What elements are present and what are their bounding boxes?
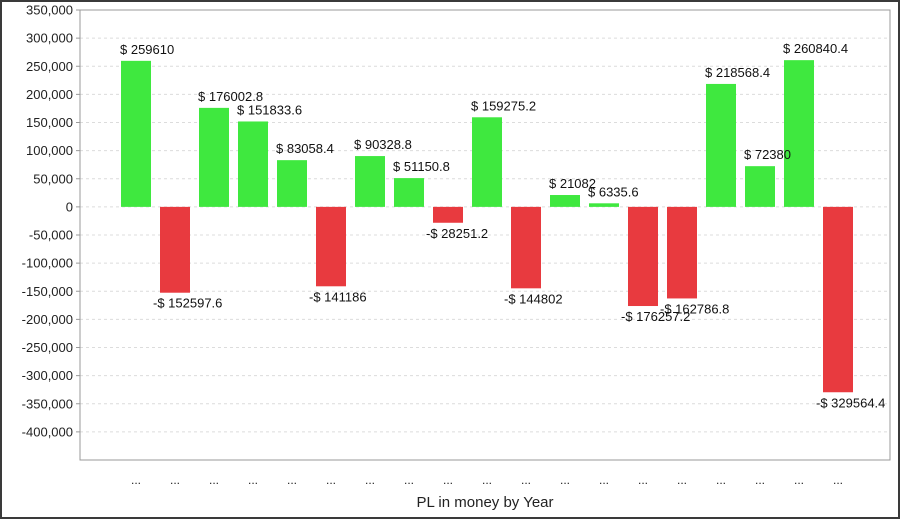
y-tick-label: 150,000 <box>26 115 73 130</box>
bar[interactable] <box>589 203 619 207</box>
x-category-label: ... <box>794 473 804 487</box>
data-label: $ 159275.2 <box>471 98 536 113</box>
bar[interactable] <box>355 156 385 207</box>
y-tick-label: -250,000 <box>22 340 73 355</box>
data-label: $ 51150.8 <box>393 159 450 174</box>
bar[interactable] <box>745 166 775 207</box>
y-tick-label: 200,000 <box>26 87 73 102</box>
bar[interactable] <box>160 206 190 293</box>
data-label: $ 259610 <box>120 42 174 57</box>
bar[interactable] <box>823 206 853 393</box>
x-category-label: ... <box>326 473 336 487</box>
bar[interactable] <box>394 178 424 207</box>
bar[interactable] <box>784 60 814 207</box>
x-category-label: ... <box>755 473 765 487</box>
data-label: -$ 176257.2 <box>621 309 690 324</box>
x-category-label: ... <box>716 473 726 487</box>
bar[interactable] <box>706 83 736 207</box>
y-tick-label: 50,000 <box>33 171 73 186</box>
y-tick-label: 250,000 <box>26 59 73 74</box>
x-axis-categories: ........................................… <box>131 473 843 487</box>
bar[interactable] <box>238 121 268 207</box>
data-label: -$ 144802 <box>504 291 563 306</box>
x-category-label: ... <box>677 473 687 487</box>
x-category-label: ... <box>131 473 141 487</box>
y-tick-label: -100,000 <box>22 256 73 271</box>
data-label: -$ 28251.2 <box>426 226 488 241</box>
x-axis-title: PL in money by Year <box>416 494 553 511</box>
bar[interactable] <box>550 195 580 207</box>
x-category-label: ... <box>833 473 843 487</box>
x-category-label: ... <box>482 473 492 487</box>
x-category-label: ... <box>599 473 609 487</box>
x-category-label: ... <box>170 473 180 487</box>
x-category-label: ... <box>521 473 531 487</box>
x-category-label: ... <box>248 473 258 487</box>
data-label: -$ 152597.6 <box>153 296 222 311</box>
bar[interactable] <box>121 60 151 207</box>
y-axis-ticks: 350,000 300,000 250,000 200,000 150,000 100,0… <box>22 3 80 439</box>
data-label: $ 90328.8 <box>354 137 412 152</box>
y-tick-label: 100,000 <box>26 143 73 158</box>
y-tick-label: -350,000 <box>22 396 73 411</box>
bars <box>121 60 853 393</box>
data-label: $ 21082 <box>549 176 596 191</box>
data-label: -$ 162786.8 <box>660 301 729 316</box>
y-tick-label: 300,000 <box>26 31 73 46</box>
data-label: $ 260840.4 <box>783 41 848 56</box>
bar[interactable] <box>316 206 346 287</box>
x-category-label: ... <box>287 473 297 487</box>
x-category-label: ... <box>638 473 648 487</box>
bar[interactable] <box>433 206 463 223</box>
data-label: -$ 329564.4 <box>816 395 885 410</box>
data-label: $ 6335.6 <box>588 184 639 199</box>
y-tick-label: 350,000 <box>26 3 73 18</box>
y-tick-label: -400,000 <box>22 424 73 439</box>
y-tick-label: -50,000 <box>29 228 73 243</box>
y-tick-label: 0 <box>66 199 73 214</box>
bar[interactable] <box>472 117 502 207</box>
y-tick-label: -150,000 <box>22 284 73 299</box>
bar[interactable] <box>667 206 697 299</box>
data-label: $ 83058.4 <box>276 141 334 156</box>
plot-area-border <box>79 9 891 461</box>
bar[interactable] <box>199 107 229 207</box>
data-label: $ 72380 <box>744 147 791 162</box>
data-label: $ 218568.4 <box>705 65 770 80</box>
data-label: $ 151833.6 <box>237 102 302 117</box>
x-category-label: ... <box>209 473 219 487</box>
x-category-label: ... <box>404 473 414 487</box>
x-category-label: ... <box>560 473 570 487</box>
bar[interactable] <box>511 206 541 289</box>
x-category-label: ... <box>365 473 375 487</box>
bar[interactable] <box>628 206 658 307</box>
bar[interactable] <box>277 160 307 207</box>
y-tick-label: -200,000 <box>22 312 73 327</box>
y-tick-label: -300,000 <box>22 368 73 383</box>
data-label: $ 176002.8 <box>198 89 263 104</box>
x-category-label: ... <box>443 473 453 487</box>
data-labels: $ 259610 -$ 152597.6 $ 176002.8$ 151833.6 $… <box>120 41 885 410</box>
data-label: -$ 141186 <box>309 289 367 304</box>
